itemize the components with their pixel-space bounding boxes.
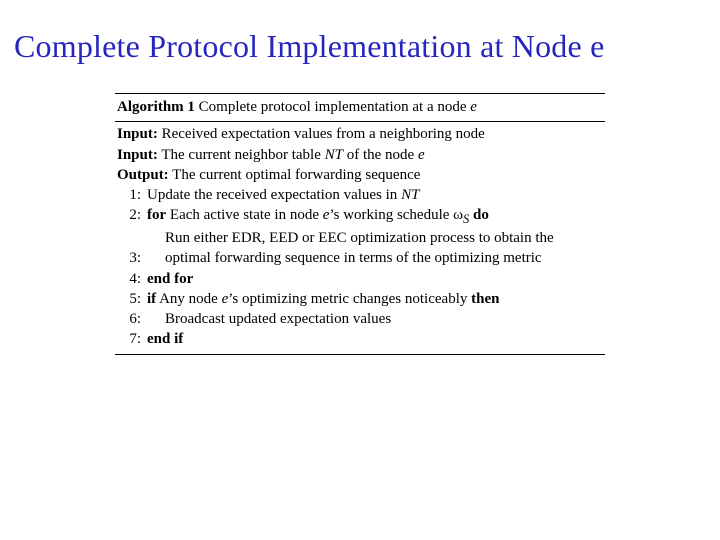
step-5: 5: if Any node e’s optimizing metric cha… [117,289,603,309]
algorithm-caption-var: e [470,99,477,115]
s1-text: Update the received expectation values i… [147,187,401,203]
step-6: 6: Broadcast updated expectation values [117,309,603,329]
input1-text: Received expectation values from a neigh… [158,126,485,142]
input2-var: e [418,147,425,163]
s5-if: if [147,291,156,307]
step-3: 3: Run either EDR, EED or EEC optimizati… [117,228,603,269]
s6-text: Broadcast updated expectation values [147,309,391,329]
s2a: Each active state in node [166,207,323,223]
lineno: 7: [117,329,147,349]
s1-nt: NT [401,187,419,203]
input-line-2: Input: The current neighbor table NT of … [117,145,603,165]
input1-label: Input: [117,126,158,142]
s5-then: then [471,291,499,307]
slide: Complete Protocol Implementation at Node… [0,0,720,540]
output-line: Output: The current optimal forwarding s… [117,165,603,185]
output-text: The current optimal forwarding sequence [169,167,421,183]
algorithm-caption: Algorithm 1 Complete protocol implementa… [115,94,605,122]
algorithm-number: Algorithm 1 [117,99,195,115]
input2b: of the node [343,147,418,163]
s4-endfor: end for [147,271,193,287]
lineno: 6: [117,309,147,329]
slide-title: Complete Protocol Implementation at Node… [14,28,708,65]
s2-for: for [147,207,166,223]
algorithm-box: Algorithm 1 Complete protocol implementa… [115,93,605,355]
algorithm-caption-text: Complete protocol implementation at a no… [195,99,470,115]
step-7: 7: end if [117,329,603,349]
s7-endif: end if [147,331,183,347]
input2-nt: NT [325,147,343,163]
input2a: The current neighbor table [158,147,325,163]
s2-do: do [469,207,489,223]
s5b: ’s optimizing metric changes noticeably [228,291,471,307]
input2-label: Input: [117,147,158,163]
step-2: 2: for Each active state in node e’s wor… [117,205,603,228]
s2b: ’s working schedule ω [329,207,463,223]
s5a: Any node [156,291,221,307]
lineno: 2: [117,205,147,225]
lineno: 5: [117,289,147,309]
lineno: 1: [117,185,147,205]
step-1: 1: Update the received expectation value… [117,185,603,205]
algorithm-body: Input: Received expectation values from … [115,122,605,353]
algorithm-block: Algorithm 1 Complete protocol implementa… [115,93,605,355]
output-label: Output: [117,167,169,183]
step-4: 4: end for [117,269,603,289]
lineno: 4: [117,269,147,289]
lineno: 3: [117,248,147,268]
input-line-1: Input: Received expectation values from … [117,124,603,144]
s3-text: Run either EDR, EED or EEC optimization … [147,228,603,269]
